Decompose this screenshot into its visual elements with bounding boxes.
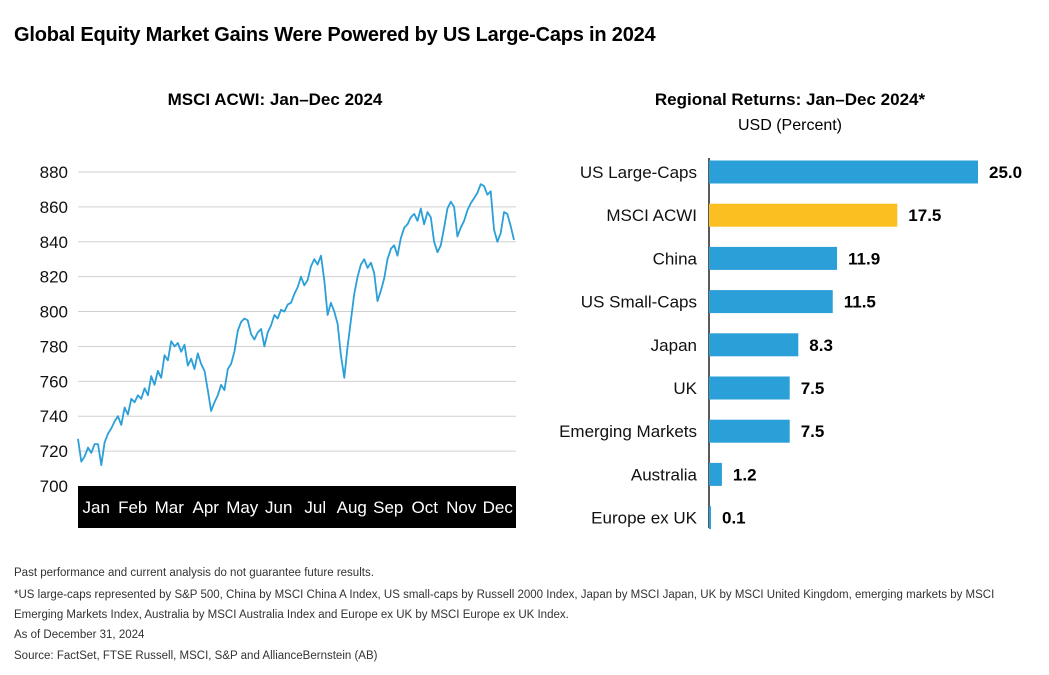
page-title: Global Equity Market Gains Were Powered … <box>14 24 656 46</box>
y-tick-label: 740 <box>40 407 68 426</box>
category-label: Emerging Markets <box>559 422 697 441</box>
data-label: 7.5 <box>801 379 825 398</box>
x-tick-label: Jul <box>304 498 326 517</box>
x-tick-label: Dec <box>483 498 514 517</box>
line-chart-title: MSCI ACWI: Jan–Dec 2024 <box>167 90 383 109</box>
y-tick-label: 820 <box>40 268 68 287</box>
bar <box>709 376 790 400</box>
asterisk-note-line-1: *US large-caps represented by S&P 500, C… <box>14 588 995 601</box>
bar <box>709 160 978 184</box>
bar <box>709 419 790 443</box>
x-tick-label: Mar <box>155 498 185 517</box>
asterisk-note-line-2: Emerging Markets Index, Australia by MSC… <box>14 608 569 621</box>
category-label: UK <box>673 379 697 398</box>
x-tick-label: Nov <box>446 498 477 517</box>
x-tick-label: Oct <box>412 498 439 517</box>
data-label: 1.2 <box>733 465 757 484</box>
data-label: 11.5 <box>844 293 876 312</box>
y-tick-label: 800 <box>40 303 68 322</box>
bar <box>709 290 833 314</box>
x-tick-label: Sep <box>373 498 403 517</box>
bar-chart-subtitle: USD (Percent) <box>737 117 843 134</box>
data-label: 25.0 <box>989 163 1022 182</box>
bar <box>709 462 722 486</box>
y-tick-label: 880 <box>40 163 68 182</box>
data-label: 8.3 <box>809 336 833 355</box>
x-tick-label: May <box>226 498 259 517</box>
x-tick-label: Jan <box>83 498 110 517</box>
y-tick-label: 760 <box>40 372 68 391</box>
category-label: Japan <box>651 336 697 355</box>
series-line-msci-acwi <box>77 183 515 467</box>
x-tick-label: Jun <box>265 498 292 517</box>
category-label: MSCI ACWI <box>606 206 697 225</box>
category-label: US Large-Caps <box>580 163 697 182</box>
data-label: 17.5 <box>908 206 941 225</box>
bar <box>709 506 711 530</box>
data-label: 11.9 <box>848 249 880 268</box>
bar <box>709 246 838 270</box>
source-text: Source: FactSet, FTSE Russell, MSCI, S&P… <box>14 650 378 662</box>
x-tick-label: Aug <box>337 498 367 517</box>
x-tick-label: Feb <box>118 498 147 517</box>
bar <box>709 203 898 227</box>
category-label: Australia <box>631 465 698 484</box>
category-label: US Small-Caps <box>581 293 697 312</box>
x-axis-band <box>78 486 516 528</box>
line-chart: 880 860 840 820 800 780 760 740 720 700 Jan Feb Mar A… <box>40 163 516 528</box>
y-tick-label: 860 <box>40 198 68 217</box>
x-tick-label: Apr <box>193 498 220 517</box>
category-label: Europe ex UK <box>591 509 697 528</box>
footnotes: Past performance and current analysis do… <box>14 563 1024 668</box>
category-label: China <box>653 249 698 268</box>
disclaimer-text: Past performance and current analysis do… <box>14 567 374 579</box>
as-of-date: As of December 31, 2024 <box>14 628 145 641</box>
y-tick-label: 720 <box>40 442 68 461</box>
data-label: 0.1 <box>722 509 746 528</box>
data-label: 7.5 <box>801 422 825 441</box>
bar <box>709 333 799 357</box>
y-tick-label: 780 <box>40 337 68 356</box>
bar-chart-title: Regional Returns: Jan–Dec 2024* <box>654 90 926 109</box>
y-tick-label: 840 <box>40 233 68 252</box>
y-tick-label: 700 <box>40 477 68 496</box>
